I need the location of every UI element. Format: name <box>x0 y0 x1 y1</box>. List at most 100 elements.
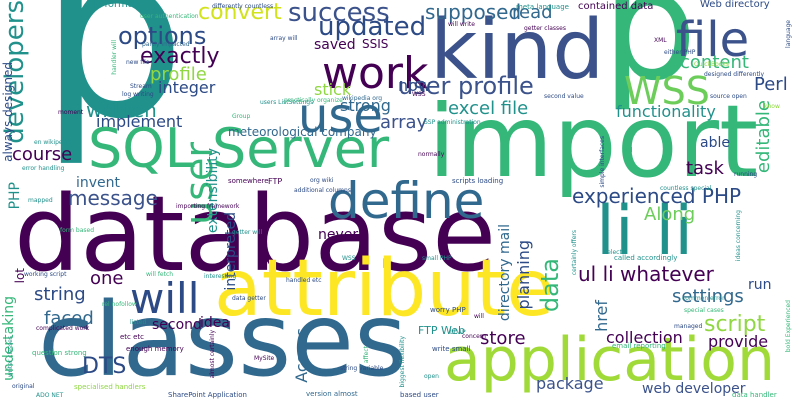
word-along: Along <box>644 204 696 225</box>
word-invent: invent <box>76 175 121 191</box>
word-php-vertical: PHP <box>7 182 23 210</box>
word-language: language <box>785 20 792 48</box>
word-excel-file: excel file <box>448 98 529 119</box>
word-href: href <box>592 300 611 332</box>
word-new-file: new file <box>126 59 150 66</box>
word-form-based: form based <box>60 227 95 234</box>
word-experienced-php: experienced PHP <box>572 184 742 208</box>
word-affect: affect <box>363 346 370 364</box>
word-practically-organize: practically organize <box>284 97 343 104</box>
word-mysite: MySite <box>254 355 275 362</box>
word-database: database <box>14 173 497 295</box>
word-dts: DTS <box>82 354 127 379</box>
word-array-will: array will <box>270 35 298 42</box>
word-message: message <box>68 186 158 210</box>
word-etc-etc: etc etc <box>120 333 145 341</box>
word-called-accordingly: called accordingly <box>614 254 678 262</box>
word-handler-will: handler will <box>111 40 118 75</box>
word-editable: editable <box>753 100 774 174</box>
word-meteorological-company: meteorological company <box>228 125 377 139</box>
word-file-format: file format <box>86 0 138 10</box>
word-implement: implement <box>96 112 183 131</box>
word-contained-data: contained data <box>578 1 654 12</box>
word-getter-classes: getter classes <box>524 25 566 32</box>
word-importing-framework: importing framework <box>176 203 240 210</box>
word-ado-net: ADO NET <box>36 392 64 399</box>
word-options: options <box>118 22 207 50</box>
word-know: know <box>764 103 780 110</box>
word-ftp-web: FTP Web <box>418 324 465 337</box>
word-log-writing: log writing <box>122 91 154 98</box>
word-content: content <box>680 52 749 73</box>
word-quickbooks: QuickBooks <box>694 61 730 68</box>
word-worry-php: worry PHP <box>430 306 466 314</box>
word-specialised-handlers: specialised handlers <box>74 383 146 391</box>
word-open: open <box>424 373 439 380</box>
word-certainly-offers: certainly offers <box>571 230 578 276</box>
word-scripts-loading: scripts loading <box>452 177 504 185</box>
word-idea: idea <box>200 315 230 331</box>
word-source-open: source open <box>710 93 747 100</box>
word-stick: stick <box>314 80 352 99</box>
word-string-variable: string variable <box>340 365 384 372</box>
word-success: success <box>288 0 390 28</box>
word-second: second <box>152 317 202 333</box>
word-special-cases: special cases <box>684 307 724 314</box>
word-normally: normally <box>418 151 445 158</box>
word-profile: profile <box>150 64 207 85</box>
word-rel-nofollow: rel nofollow <box>102 301 137 308</box>
word-extensibility: extensibility <box>205 148 221 234</box>
word-question-strong: question strong <box>32 349 87 357</box>
word-wss-small: WSS <box>342 255 356 262</box>
word-array: array <box>380 112 428 133</box>
word-email-reporting: email reporting <box>612 342 666 350</box>
word-data-handler: data handler <box>732 391 777 399</box>
word-strong: strong <box>340 96 391 115</box>
word-common-error: common error <box>682 295 725 302</box>
word-will-small: will <box>474 313 484 320</box>
word-li-li: li li <box>596 192 694 271</box>
word-p-large: p <box>40 0 186 170</box>
word-ssis: SSIS <box>362 37 389 51</box>
word-en-wikipedia: en wikipedia <box>34 139 72 146</box>
word-attribute: attribute <box>214 244 555 334</box>
word-functionality: functionality <box>616 102 716 121</box>
word-either-php: either PHP <box>664 49 696 56</box>
word-biggest-flexibility: biggest flexibility <box>399 336 406 388</box>
word-integer: integer <box>158 78 216 97</box>
word-select: select <box>604 249 622 256</box>
word-users-listsettings: users ListSettings <box>260 99 314 106</box>
word-sql-server: SQL Server <box>88 117 390 180</box>
word-will-write: will write <box>448 21 475 28</box>
word-kind: kind <box>430 3 605 98</box>
word-getter-will: getter will <box>232 229 263 236</box>
word-almost-certainly: almost certainly <box>209 330 216 379</box>
word-ftp: FTP <box>268 177 283 186</box>
word-listed: listed <box>130 319 147 326</box>
word-managed: managed <box>674 323 703 330</box>
word-additional-columns: additional columns <box>294 187 351 194</box>
word-moment: moment <box>58 109 84 116</box>
word-now: now <box>398 76 432 95</box>
word-settings: settings <box>672 286 744 307</box>
word-directory-mail: directory mail <box>497 224 513 322</box>
word-sharepoint-application: SharePoint Application <box>168 391 247 399</box>
word-file: file <box>676 12 750 68</box>
word-meta-language: meta language <box>516 3 569 11</box>
word-designed-differently: designed differently <box>704 71 765 78</box>
word-enough-memory: enough memory <box>126 345 184 353</box>
word-user-authentication: user authentication <box>140 13 199 20</box>
word-group: Group <box>232 113 251 120</box>
word-saved: saved <box>314 37 356 53</box>
word-second-value: second value <box>544 93 584 100</box>
word-original: original <box>12 383 35 390</box>
word-bold-experienced: bold Experienced <box>785 300 792 353</box>
word-access: Access <box>292 328 311 383</box>
word-task: task <box>686 158 724 179</box>
word-course: course <box>12 144 73 165</box>
word-application: application <box>444 325 775 395</box>
word-always-designed: always designed <box>1 62 15 162</box>
word-countless-special: countless special <box>660 185 712 192</box>
word-partly-impacted: partly impacted <box>142 41 190 48</box>
